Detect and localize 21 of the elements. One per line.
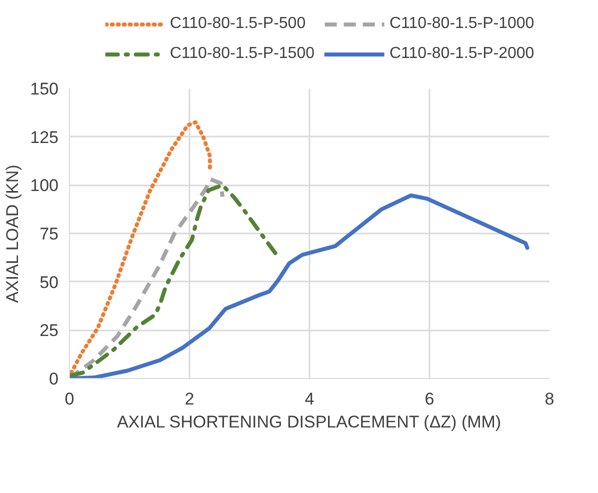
legend-label: C110-80-1.5-P-1500 [170, 45, 314, 63]
x-tick-label: 0 [64, 390, 74, 408]
x-tick-label: 4 [304, 390, 314, 408]
y-tick-label: 25 [40, 321, 59, 340]
line-series [70, 183, 278, 378]
y-axis-title: AXIAL LOAD (KN) [3, 164, 22, 303]
x-axis-title: AXIAL SHORTENING DISPLACEMENT (ΔZ) (MM) [116, 412, 502, 432]
y-tick-label: 75 [40, 224, 59, 244]
legend-label: C110-80-1.5-P-500 [170, 15, 306, 33]
x-tick-label: 2 [184, 390, 194, 408]
x-tick-label: 8 [544, 390, 554, 408]
legend-label: C110-80-1.5-P-2000 [390, 45, 534, 63]
y-tick-label: 150 [30, 80, 59, 98]
x-tick-label: 6 [424, 390, 434, 408]
line-series [70, 120, 212, 375]
line-series [70, 193, 530, 378]
y-tick-label: 125 [30, 128, 59, 147]
legend-label: C110-80-1.5-P-1000 [390, 15, 534, 33]
y-tick-label: 50 [40, 272, 59, 292]
y-tick-label: 0 [49, 370, 59, 388]
y-tick-label: 100 [30, 176, 59, 196]
